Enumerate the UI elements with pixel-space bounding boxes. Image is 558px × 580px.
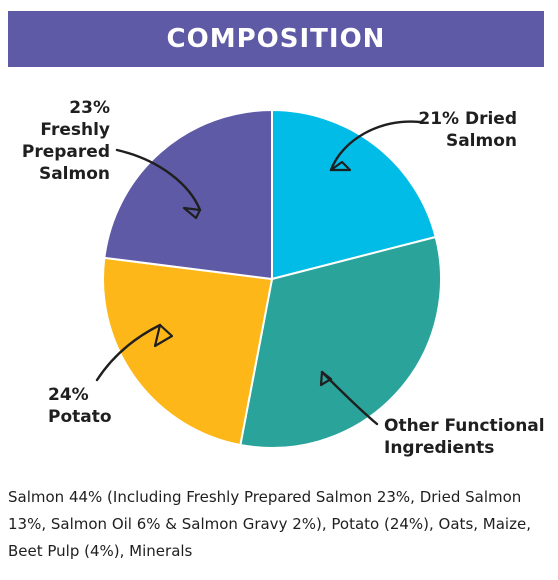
label-potato-line: Potato — [48, 407, 112, 427]
label-dried-salmon-line: Salmon — [446, 131, 517, 151]
label-other-functional-line: Ingredients — [384, 438, 494, 458]
chart-title: COMPOSITION — [166, 24, 386, 54]
label-freshly-prepared-salmon: 23% Freshly Prepared Salmon — [22, 98, 110, 184]
label-dried-salmon-line: 21% Dried — [418, 109, 517, 129]
arrow-dried-salmon — [329, 120, 422, 172]
label-dried-salmon: 21% Dried Salmon — [418, 109, 517, 151]
label-other-functional: Other Functional Ingredients — [384, 416, 545, 458]
label-freshly-prepared-salmon-line: Prepared — [22, 142, 110, 162]
arrow-other-functional-head — [319, 370, 333, 387]
label-potato-line: 24% — [48, 385, 89, 405]
slice-freshly-prepared-salmon — [103, 108, 273, 281]
composition-header: COMPOSITION — [8, 11, 544, 67]
arrow-dried-salmon-head — [329, 160, 352, 172]
label-freshly-prepared-salmon-line: Freshly — [40, 120, 110, 140]
slice-dried-salmon — [271, 108, 437, 281]
slice-other-functional — [239, 235, 443, 450]
arrow-freshly-prepared-salmon-head — [182, 206, 202, 220]
label-potato: 24% Potato — [48, 385, 112, 427]
arrow-potato-head — [153, 323, 174, 348]
ingredients-caption: Salmon 44% (Including Freshly Prepared S… — [8, 488, 531, 560]
slice-potato — [102, 256, 274, 447]
label-freshly-prepared-salmon-line: 23% — [69, 98, 110, 118]
label-other-functional-line: Other Functional — [384, 416, 545, 436]
arrow-freshly-prepared-salmon — [115, 148, 202, 212]
label-freshly-prepared-salmon-line: Salmon — [39, 164, 110, 184]
arrow-potato — [95, 323, 162, 382]
